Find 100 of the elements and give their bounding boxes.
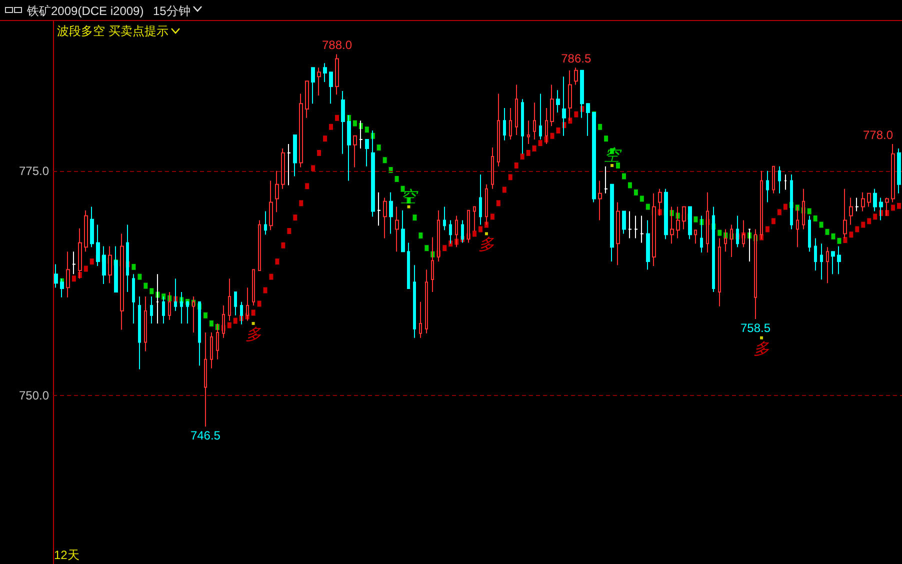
candlestick xyxy=(622,210,626,234)
data-label: 多 xyxy=(245,324,262,344)
candlestick xyxy=(335,54,339,96)
candlestick xyxy=(401,210,405,252)
y-tick-label: 775.0 xyxy=(18,164,50,178)
text: 746.5 xyxy=(190,428,220,443)
candlestick xyxy=(413,264,416,338)
candlestick xyxy=(831,251,835,275)
candlestick xyxy=(604,166,608,194)
candlestick xyxy=(718,238,721,307)
candlestick xyxy=(90,206,94,248)
point xyxy=(484,232,488,236)
candlestick xyxy=(867,192,871,208)
candlestick xyxy=(234,292,237,316)
candlestick xyxy=(210,332,213,369)
candlestick xyxy=(54,264,58,288)
point xyxy=(610,164,614,167)
candlestick xyxy=(258,220,261,272)
candlestick xyxy=(616,202,620,266)
candlestick xyxy=(264,210,267,236)
candlestick xyxy=(293,134,297,177)
candlestick xyxy=(861,192,865,212)
candlestick xyxy=(311,67,315,104)
annotation: 波段多空 买卖点提示 xyxy=(57,23,168,40)
candlestick xyxy=(778,166,781,194)
candlestick xyxy=(837,246,841,275)
y-tick-label: 750.0 xyxy=(18,388,50,402)
candlestick xyxy=(826,246,829,284)
candlestick xyxy=(497,93,500,167)
candlestick xyxy=(855,197,859,212)
text: 758.5 xyxy=(740,320,771,335)
candlestick xyxy=(252,269,255,306)
candlestick xyxy=(640,215,644,244)
candlestick xyxy=(479,174,482,226)
point xyxy=(252,322,255,325)
candlestick xyxy=(419,301,422,338)
candlestick xyxy=(610,184,614,262)
candlestick xyxy=(72,251,76,275)
candlestick xyxy=(491,147,494,190)
candlestick xyxy=(814,238,817,272)
candlestick xyxy=(574,67,578,86)
candlestick xyxy=(539,93,542,140)
candlestick xyxy=(228,278,231,322)
candlestick xyxy=(849,197,853,226)
candlestick xyxy=(891,143,895,203)
candlestick xyxy=(365,138,369,167)
text: 786.5 xyxy=(561,52,592,66)
data-label: 多 xyxy=(478,234,494,254)
candlestick xyxy=(515,84,518,136)
candlestick xyxy=(275,170,279,213)
data-label: 空 xyxy=(604,146,622,164)
candlestick xyxy=(287,143,291,186)
candlestick xyxy=(132,274,135,324)
candlestick xyxy=(533,102,536,140)
candlestick xyxy=(509,108,512,140)
candlestick xyxy=(144,296,147,352)
candlestick xyxy=(323,62,327,83)
candlestick xyxy=(329,72,333,104)
candlestick xyxy=(407,242,410,289)
candlestick xyxy=(383,197,387,239)
text: 788.0 xyxy=(322,38,352,52)
candlestick xyxy=(395,206,399,252)
candlestick xyxy=(138,296,141,370)
candlestick xyxy=(305,80,309,118)
candlestick xyxy=(897,148,901,194)
candlestick xyxy=(150,296,153,324)
candlestick xyxy=(443,206,446,231)
candlestick xyxy=(527,120,530,144)
candlestick xyxy=(808,215,811,252)
candlestick xyxy=(820,243,823,280)
candlestick xyxy=(772,166,775,194)
candlestick xyxy=(299,93,303,168)
candlestick xyxy=(628,210,632,239)
data-label: 多 xyxy=(753,338,770,358)
candlestick xyxy=(281,148,285,190)
candlestick xyxy=(784,174,787,190)
candlestick xyxy=(646,220,650,270)
candlestick xyxy=(204,332,207,428)
candlestick xyxy=(425,269,428,334)
candlestick xyxy=(766,170,769,203)
candlestick xyxy=(377,192,381,226)
annotation: 12天 xyxy=(54,547,80,564)
candlestick xyxy=(503,108,506,141)
candlestick xyxy=(873,188,877,212)
candlestick xyxy=(317,67,321,96)
candlestick xyxy=(694,230,697,244)
candlestick xyxy=(634,215,638,239)
candlestick xyxy=(353,135,357,168)
text: 778.0 xyxy=(863,128,894,142)
candlestick xyxy=(84,210,88,252)
data-label: 空 xyxy=(400,186,419,206)
chart-subtitle: 15分钟 xyxy=(153,3,190,20)
candlestick xyxy=(556,90,560,114)
candlestick xyxy=(796,206,799,248)
chart-title: 铁矿2009(DCE i2009) xyxy=(27,3,144,20)
point xyxy=(760,336,763,340)
candlestick xyxy=(186,300,189,324)
candlestick xyxy=(269,180,273,231)
candlestick xyxy=(389,192,393,234)
candlestick xyxy=(598,180,602,221)
